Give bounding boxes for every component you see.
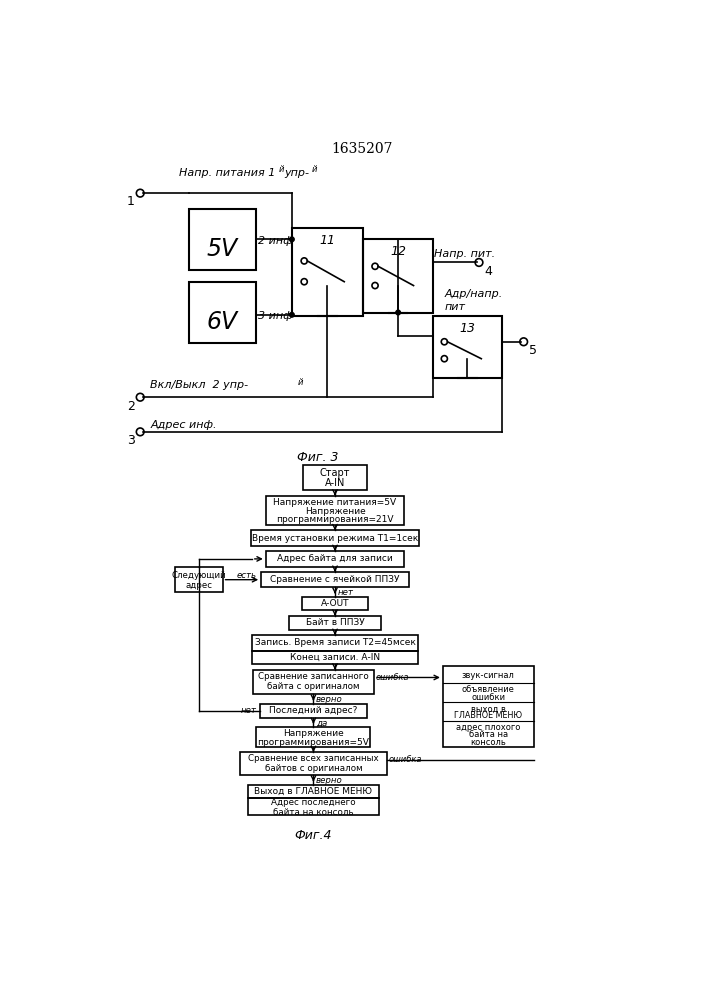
- Text: 3: 3: [127, 434, 135, 447]
- Text: 5V: 5V: [206, 237, 238, 261]
- Bar: [363, 239, 433, 312]
- Text: объявление: объявление: [462, 685, 515, 694]
- Text: Напряжение: Напряжение: [283, 729, 344, 738]
- Text: Выход в ГЛАВНОЕ МЕНЮ: Выход в ГЛАВНОЕ МЕНЮ: [255, 787, 373, 796]
- Text: Фиг.4: Фиг.4: [295, 829, 332, 842]
- Text: есть: есть: [237, 571, 257, 580]
- Text: нет: нет: [338, 588, 354, 597]
- Bar: [266, 551, 404, 567]
- Text: 5: 5: [529, 344, 537, 357]
- Bar: [261, 572, 409, 587]
- Bar: [252, 651, 418, 664]
- Bar: [248, 785, 379, 798]
- Bar: [248, 798, 379, 815]
- Text: верно: верно: [316, 776, 342, 785]
- Text: 1: 1: [127, 195, 135, 208]
- Text: й: й: [312, 165, 317, 174]
- Text: программирования=5V: программирования=5V: [257, 738, 369, 747]
- Text: 6V: 6V: [206, 310, 238, 334]
- Text: Адрес байта для записи: Адрес байта для записи: [277, 554, 393, 563]
- Text: й: й: [298, 378, 303, 387]
- Text: ошибка: ошибка: [376, 673, 409, 682]
- Text: 4: 4: [484, 265, 492, 278]
- Text: 3 инф: 3 инф: [258, 311, 293, 321]
- Text: ГЛАВНОЕ МЕНЮ: ГЛАВНОЕ МЕНЮ: [454, 711, 522, 720]
- Text: Адр/напр.: Адр/напр.: [444, 289, 503, 299]
- Bar: [292, 228, 363, 316]
- Text: Адрес последнего: Адрес последнего: [271, 798, 356, 807]
- Bar: [443, 666, 534, 747]
- Text: пит: пит: [444, 302, 465, 312]
- Bar: [266, 496, 404, 525]
- Text: 2: 2: [127, 400, 135, 413]
- Bar: [251, 530, 419, 546]
- Text: Байт в ППЗУ: Байт в ППЗУ: [305, 618, 364, 627]
- Text: Время установки режима T1=1сек: Время установки режима T1=1сек: [252, 534, 418, 543]
- Text: адрес плохого: адрес плохого: [456, 723, 520, 732]
- Text: Сравнение всех записанных: Сравнение всех записанных: [248, 754, 379, 763]
- Text: Фиг. 3: Фиг. 3: [296, 451, 338, 464]
- Bar: [433, 316, 502, 378]
- Text: программирования=21V: программирования=21V: [276, 515, 394, 524]
- Text: консоль: консоль: [470, 738, 506, 747]
- Text: байта с оригиналом: байта с оригиналом: [267, 682, 360, 691]
- Text: выход в: выход в: [471, 705, 506, 714]
- Bar: [257, 727, 370, 747]
- Bar: [252, 635, 418, 651]
- Text: Вкл/Выкл  2 упр-: Вкл/Выкл 2 упр-: [150, 380, 248, 390]
- Text: байта на: байта на: [469, 730, 508, 739]
- Text: упр-: упр-: [284, 168, 309, 178]
- Bar: [189, 209, 256, 270]
- Circle shape: [290, 312, 294, 317]
- Text: 1635207: 1635207: [331, 142, 392, 156]
- Text: ошибка: ошибка: [388, 755, 421, 764]
- Text: адрес: адрес: [185, 581, 212, 590]
- Bar: [288, 616, 381, 630]
- Text: 11: 11: [320, 234, 335, 247]
- Text: Сравнение с ячейкой ППЗУ: Сравнение с ячейкой ППЗУ: [270, 575, 399, 584]
- Text: 2 инф: 2 инф: [258, 235, 293, 245]
- Bar: [303, 465, 366, 490]
- Bar: [259, 704, 368, 718]
- Text: Запись. Время записи T2=45мсек: Запись. Время записи T2=45мсек: [255, 638, 416, 647]
- Text: байтов с оригиналом: байтов с оригиналом: [264, 764, 362, 773]
- Text: нет: нет: [240, 706, 257, 715]
- Bar: [303, 597, 368, 610]
- Text: А-OUT: А-OUT: [321, 599, 349, 608]
- Text: ошибки: ошибки: [472, 693, 506, 702]
- Text: Старт: Старт: [320, 468, 350, 478]
- Circle shape: [396, 310, 400, 315]
- Bar: [189, 282, 256, 343]
- Text: Адрес инф.: Адрес инф.: [150, 420, 217, 430]
- Text: звук-сигнал: звук-сигнал: [462, 671, 515, 680]
- Circle shape: [290, 237, 294, 242]
- Text: Конец записи. А-IN: Конец записи. А-IN: [290, 653, 380, 662]
- Text: 13: 13: [460, 322, 475, 335]
- Text: байта на консоль: байта на консоль: [273, 808, 354, 817]
- Text: 12: 12: [390, 245, 406, 258]
- Text: Напряжение питания=5V: Напряжение питания=5V: [274, 498, 397, 507]
- Bar: [252, 670, 374, 694]
- Text: Последний адрес?: Последний адрес?: [269, 706, 358, 715]
- Text: Напр. питания 1: Напр. питания 1: [179, 168, 275, 178]
- Bar: [240, 752, 387, 775]
- Text: да: да: [316, 718, 327, 727]
- Text: й: й: [279, 165, 284, 174]
- Bar: [175, 567, 223, 592]
- Text: верно: верно: [316, 695, 342, 704]
- Text: Напр. пит.: Напр. пит.: [434, 249, 496, 259]
- Text: А-IN: А-IN: [325, 478, 345, 488]
- Text: Следующий: Следующий: [171, 571, 226, 580]
- Text: Напряжение: Напряжение: [305, 507, 366, 516]
- Text: Сравнение записанного: Сравнение записанного: [258, 672, 369, 681]
